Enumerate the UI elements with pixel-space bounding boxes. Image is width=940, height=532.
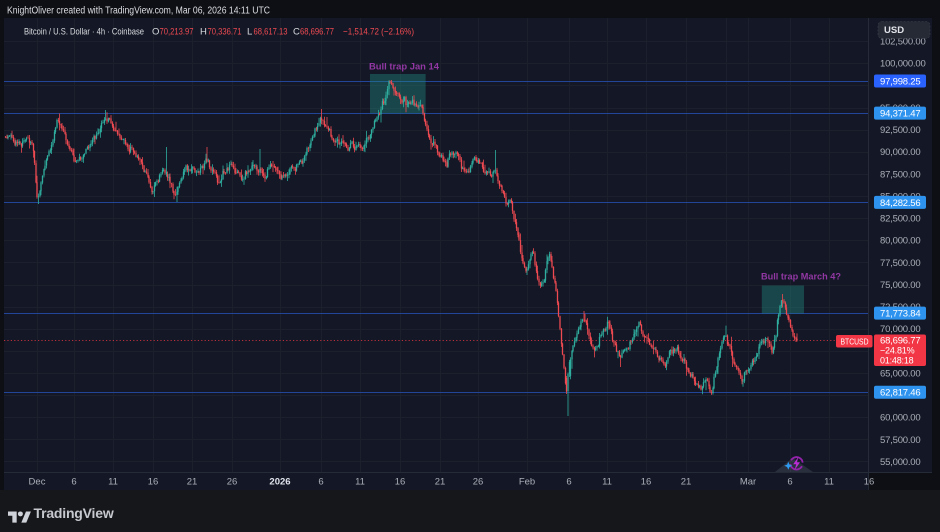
svg-text:65,000.00: 65,000.00 <box>880 368 920 379</box>
svg-text:O: O <box>152 27 159 38</box>
svg-text:100,000.00: 100,000.00 <box>880 59 926 70</box>
svg-text:97,998.25: 97,998.25 <box>880 76 920 87</box>
svg-text:Dec: Dec <box>29 477 46 488</box>
svg-text:Bull trap March 4?: Bull trap March 4? <box>761 272 841 283</box>
svg-text:Bitcoin / U.S. Dollar · 4h · C: Bitcoin / U.S. Dollar · 4h · Coinbase <box>24 27 144 38</box>
svg-text:92,500.00: 92,500.00 <box>880 125 920 136</box>
svg-text:75,000.00: 75,000.00 <box>880 280 920 291</box>
svg-text:94,371.47: 94,371.47 <box>880 109 920 120</box>
svg-text:11: 11 <box>824 477 834 488</box>
svg-text:68,696.77: 68,696.77 <box>300 27 334 38</box>
svg-text:11: 11 <box>108 477 118 488</box>
svg-text:77,500.00: 77,500.00 <box>880 258 920 269</box>
svg-text:70,213.97: 70,213.97 <box>160 27 194 38</box>
svg-text:62,817.46: 62,817.46 <box>880 388 920 399</box>
svg-text:26: 26 <box>473 477 484 488</box>
svg-text:16: 16 <box>148 477 159 488</box>
svg-text:82,500.00: 82,500.00 <box>880 214 920 225</box>
svg-text:21: 21 <box>435 477 446 488</box>
svg-text:6: 6 <box>566 477 571 488</box>
svg-text:60,000.00: 60,000.00 <box>880 413 920 424</box>
svg-text:68,617.13: 68,617.13 <box>254 27 288 38</box>
svg-text:C: C <box>293 27 300 38</box>
svg-text:01:48:18: 01:48:18 <box>880 356 914 366</box>
svg-text:26: 26 <box>227 477 238 488</box>
svg-text:21: 21 <box>681 477 692 488</box>
svg-text:80,000.00: 80,000.00 <box>880 236 920 247</box>
svg-text:57,500.00: 57,500.00 <box>880 435 920 446</box>
svg-text:−24.81%: −24.81% <box>880 346 915 356</box>
svg-text:16: 16 <box>641 477 652 488</box>
svg-text:H: H <box>200 27 207 38</box>
svg-text:KnightOliver created with Trad: KnightOliver created with TradingView.co… <box>7 6 270 17</box>
svg-text:L: L <box>247 27 252 38</box>
svg-text:6: 6 <box>318 477 323 488</box>
svg-text:11: 11 <box>355 477 365 488</box>
svg-text:6: 6 <box>71 477 76 488</box>
svg-text:68,696.77: 68,696.77 <box>880 335 920 346</box>
svg-text:16: 16 <box>864 477 875 488</box>
svg-text:BTCUSD: BTCUSD <box>841 336 869 346</box>
svg-text:Mar: Mar <box>740 477 756 488</box>
svg-text:55,000.00: 55,000.00 <box>880 457 920 468</box>
svg-text:70,000.00: 70,000.00 <box>880 324 920 335</box>
svg-text:11: 11 <box>602 477 612 488</box>
svg-text:Bull trap Jan 14: Bull trap Jan 14 <box>369 62 440 73</box>
svg-text:TradingView: TradingView <box>34 505 114 521</box>
svg-text:6: 6 <box>787 477 792 488</box>
svg-text:70,336.71: 70,336.71 <box>208 27 242 38</box>
svg-text:USD: USD <box>884 25 904 36</box>
svg-text:87,500.00: 87,500.00 <box>880 169 920 180</box>
svg-text:−1,514.72 (−2.16%): −1,514.72 (−2.16%) <box>343 27 414 38</box>
svg-text:102,500.00: 102,500.00 <box>880 37 926 48</box>
svg-text:2026: 2026 <box>269 477 290 488</box>
svg-text:90,000.00: 90,000.00 <box>880 147 920 158</box>
svg-text:Feb: Feb <box>519 477 535 488</box>
svg-text:71,773.84: 71,773.84 <box>880 309 920 320</box>
svg-text:16: 16 <box>395 477 406 488</box>
svg-text:21: 21 <box>187 477 198 488</box>
svg-text:84,282.56: 84,282.56 <box>880 198 920 209</box>
